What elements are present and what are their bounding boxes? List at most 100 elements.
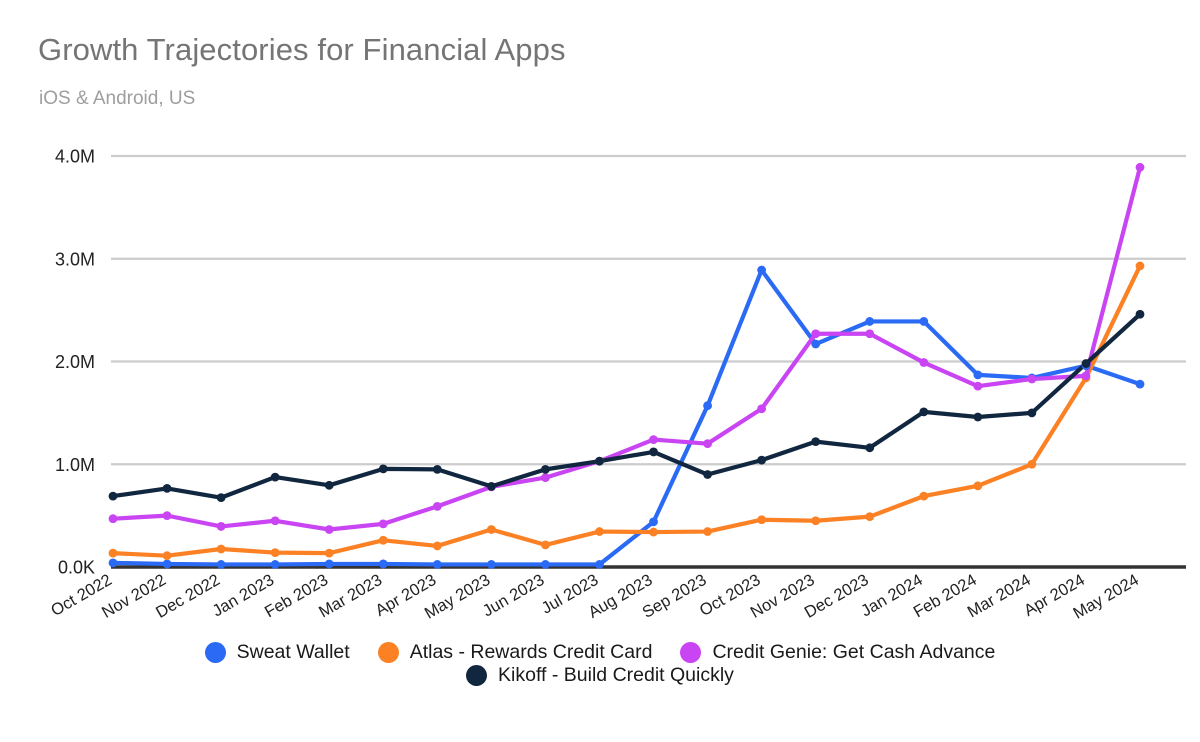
- series-data-point[interactable]: [108, 491, 118, 501]
- series-data-point[interactable]: [324, 548, 334, 558]
- series-data-point[interactable]: [1135, 379, 1145, 389]
- series-data-point[interactable]: [1027, 408, 1037, 418]
- series-line: [110, 165, 1143, 532]
- series-data-point[interactable]: [162, 483, 172, 493]
- circle-marker: [204, 642, 226, 663]
- series-line: [110, 263, 1143, 558]
- series-data-point[interactable]: [108, 514, 118, 524]
- legend-item-label: Credit Genie: Get Cash Advance: [712, 641, 996, 663]
- y-axis-tick-label: 3.0M: [55, 249, 95, 269]
- series-data-point[interactable]: [703, 401, 712, 411]
- series-data-point[interactable]: [216, 560, 226, 569]
- series-data-point[interactable]: [486, 525, 496, 534]
- series-data-point[interactable]: [162, 559, 172, 569]
- series-data-point[interactable]: [378, 535, 388, 545]
- series-data-point[interactable]: [919, 358, 929, 367]
- series-data-point[interactable]: [973, 370, 983, 380]
- series-data-point[interactable]: [270, 516, 280, 526]
- series-line: [110, 267, 1143, 567]
- series-data-point[interactable]: [378, 559, 388, 569]
- series-data-point[interactable]: [1027, 374, 1037, 384]
- series-data-point[interactable]: [811, 516, 821, 526]
- series-data-point[interactable]: [324, 525, 334, 534]
- series-data-point[interactable]: [378, 519, 388, 529]
- series-data-point[interactable]: [270, 472, 280, 482]
- series-data-point[interactable]: [649, 447, 658, 457]
- series-data-point[interactable]: [973, 481, 983, 491]
- series-data-point[interactable]: [1081, 371, 1091, 381]
- series-data-point[interactable]: [432, 501, 442, 511]
- circle-marker: [680, 642, 702, 663]
- y-axis-tick-label: 1.0M: [55, 455, 95, 475]
- series-data-point[interactable]: [595, 560, 604, 569]
- series-data-point[interactable]: [1027, 459, 1037, 469]
- series-data-point[interactable]: [541, 464, 550, 474]
- series-data-point[interactable]: [108, 548, 118, 558]
- series-data-point[interactable]: [1135, 261, 1145, 271]
- series-data-point[interactable]: [270, 548, 280, 558]
- legend-item[interactable]: Kikoff - Build Credit Quickly: [466, 664, 734, 687]
- circle-marker: [377, 642, 399, 663]
- series-data-point[interactable]: [1081, 359, 1091, 368]
- series-data-point[interactable]: [432, 541, 442, 551]
- series-data-point[interactable]: [703, 439, 712, 449]
- series-data-point[interactable]: [973, 381, 983, 391]
- series-data-point[interactable]: [378, 464, 388, 474]
- series-data-point[interactable]: [432, 464, 442, 474]
- legend-item[interactable]: Sweat Wallet: [204, 641, 350, 664]
- series-data-point[interactable]: [865, 512, 875, 522]
- series-data-point[interactable]: [324, 480, 334, 490]
- series-data-point[interactable]: [1135, 162, 1145, 172]
- series-data-point[interactable]: [811, 339, 821, 349]
- series-data-point[interactable]: [757, 265, 767, 275]
- series-data-point[interactable]: [541, 540, 550, 550]
- series-data-point[interactable]: [324, 559, 334, 569]
- legend-item-label: Kikoff - Build Credit Quickly: [498, 664, 734, 686]
- series-data-point[interactable]: [703, 470, 712, 479]
- series-data-point[interactable]: [595, 527, 604, 536]
- series-line: [110, 312, 1143, 500]
- series-data-point[interactable]: [757, 455, 767, 465]
- legend-row-primary: Sweat Wallet Atlas - Rewards Credit Card C…: [191, 641, 1010, 664]
- series-data-point[interactable]: [595, 456, 604, 466]
- series-data-point[interactable]: [649, 517, 658, 527]
- chart-legend: Sweat Wallet Atlas - Rewards Credit Card C…: [0, 641, 1200, 687]
- x-axis-tick-label: Jun 2023: [480, 571, 548, 621]
- series-data-point[interactable]: [865, 329, 875, 339]
- series-data-point[interactable]: [541, 473, 550, 483]
- series-data-point[interactable]: [432, 560, 442, 569]
- chart-subtitle: iOS & Android, US: [39, 88, 196, 109]
- series-data-point[interactable]: [811, 437, 821, 447]
- series-data-point[interactable]: [757, 404, 767, 414]
- series-data-point[interactable]: [162, 551, 172, 561]
- series-data-point[interactable]: [162, 511, 172, 521]
- gridlines: [111, 154, 1186, 466]
- series-data-point[interactable]: [919, 317, 929, 326]
- series-data-point[interactable]: [108, 558, 118, 568]
- y-axis-tick-labels: 0.0K 1.0M 2.0M 3.0M 4.0M: [55, 147, 95, 578]
- series-data-point[interactable]: [216, 493, 226, 503]
- series-data-point[interactable]: [486, 481, 496, 491]
- series-data-point[interactable]: [270, 560, 280, 569]
- series-lines: [108, 162, 1145, 569]
- series-data-point[interactable]: [1135, 309, 1145, 319]
- series-data-point[interactable]: [811, 329, 821, 339]
- series-data-point[interactable]: [919, 491, 929, 501]
- series-data-point[interactable]: [649, 435, 658, 444]
- series-data-point[interactable]: [973, 412, 983, 422]
- series-data-point[interactable]: [216, 522, 226, 531]
- legend-item[interactable]: Credit Genie: Get Cash Advance: [680, 641, 995, 664]
- series-data-point[interactable]: [865, 317, 875, 326]
- series-data-point[interactable]: [703, 527, 712, 536]
- series-data-point[interactable]: [919, 407, 929, 417]
- series-data-point[interactable]: [865, 443, 875, 453]
- series-data-point[interactable]: [541, 560, 550, 569]
- y-axis-tick-label: 4.0M: [55, 147, 95, 167]
- series-data-point[interactable]: [757, 515, 767, 525]
- legend-item[interactable]: Atlas - Rewards Credit Card: [377, 641, 653, 664]
- series-data-point[interactable]: [486, 560, 496, 569]
- series-data-point[interactable]: [216, 544, 226, 554]
- series-data-point[interactable]: [649, 527, 658, 537]
- legend-item-label: Atlas - Rewards Credit Card: [409, 641, 653, 663]
